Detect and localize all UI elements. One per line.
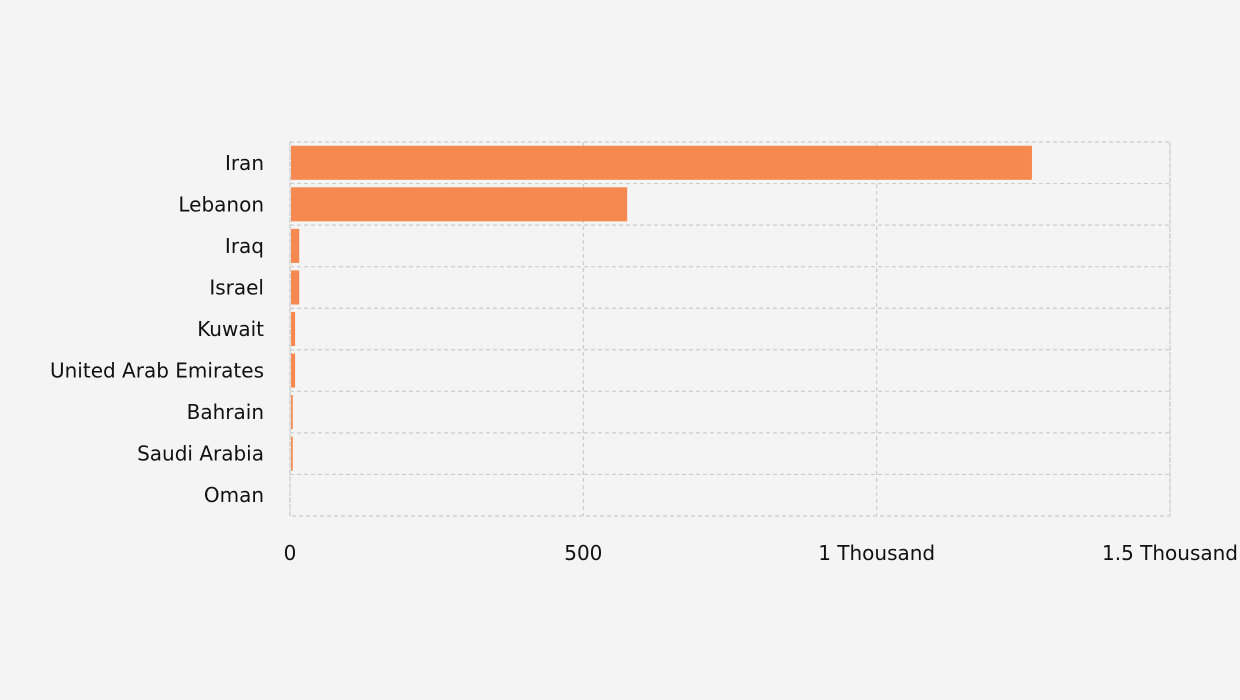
x-axis-tick-label: 500 <box>564 541 602 565</box>
x-axis-tick-label: 1 Thousand <box>818 541 935 565</box>
x-axis-tick-label: 0 <box>284 541 297 565</box>
y-axis-label: United Arab Emirates <box>50 359 264 383</box>
y-axis-label: Lebanon <box>178 192 264 216</box>
bar-united-arab-emirates[interactable] <box>291 353 296 388</box>
bar-israel[interactable] <box>291 270 300 305</box>
bar-iraq[interactable] <box>291 228 300 263</box>
y-axis-label: Saudi Arabia <box>137 442 264 466</box>
bar-layer <box>291 145 1032 471</box>
y-axis-label: Israel <box>209 275 264 299</box>
plot-frame <box>289 141 1171 517</box>
bar-lebanon[interactable] <box>291 187 628 222</box>
bar-iran[interactable] <box>291 145 1032 180</box>
y-axis-label: Oman <box>204 483 264 507</box>
x-axis-tick-label: 1.5 Thousand <box>1102 541 1238 565</box>
y-axis-label: Iran <box>225 151 264 175</box>
y-axis-label: Kuwait <box>197 317 264 341</box>
y-axis-labels: Iran Lebanon Iraq Israel Kuwait United Arab E… <box>50 151 264 507</box>
y-axis-label: Iraq <box>225 234 264 258</box>
y-axis-label: Bahrain <box>187 400 264 424</box>
x-axis-tick-labels: 0 500 1 Thousand 1.5 Thousand <box>284 541 1238 565</box>
grid-layer <box>289 141 1171 517</box>
bar-saudi-arabia[interactable] <box>291 436 293 471</box>
bar-kuwait[interactable] <box>291 311 296 347</box>
bar-bahrain[interactable] <box>291 395 293 430</box>
